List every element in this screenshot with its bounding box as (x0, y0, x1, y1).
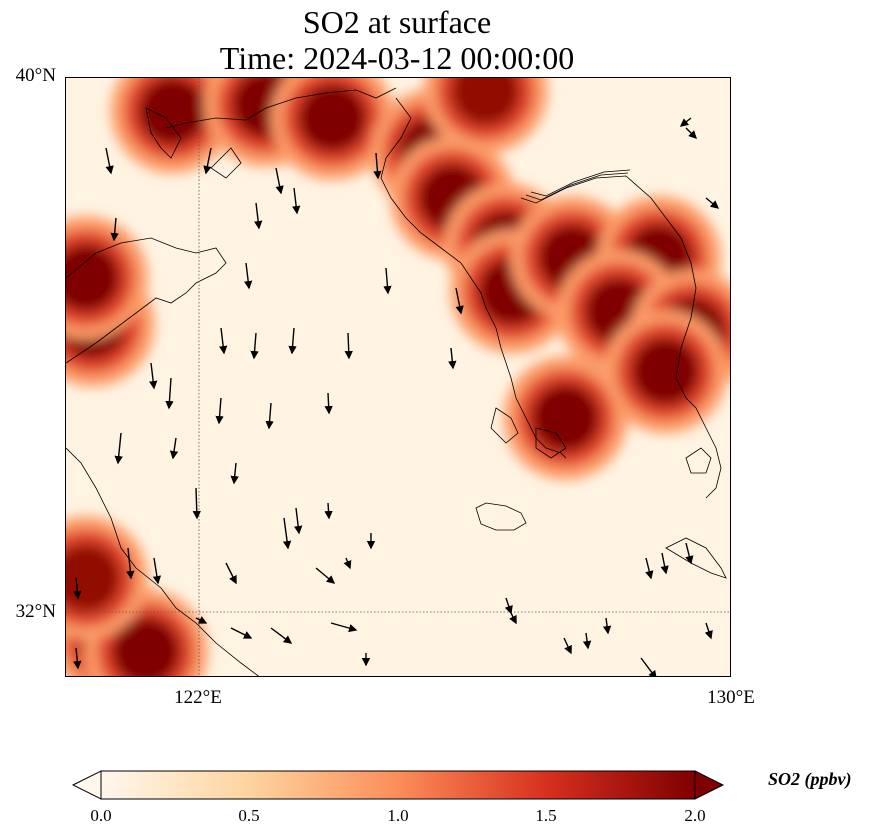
lat-tick-label: 40°N (15, 65, 56, 86)
so2-hotspot (631, 337, 700, 406)
wind-arrow (291, 187, 301, 215)
colorbar-tick: 0.0 (90, 806, 112, 825)
wind-arrow (215, 397, 224, 425)
wind-arrow (704, 622, 713, 640)
wind-arrow (265, 402, 274, 430)
wind-arrow (126, 547, 135, 580)
wind-arrow (148, 362, 158, 390)
wind-arrow (660, 552, 669, 575)
wind-arrow (288, 327, 297, 355)
wind-arrow (230, 462, 239, 485)
wind-arrow (73, 647, 82, 670)
wind-arrow (343, 557, 352, 570)
wind-arrow (169, 437, 179, 460)
so2-hotspot (138, 78, 207, 146)
wind-arrow (225, 562, 237, 585)
wind-arrow (165, 377, 174, 410)
so2-hotspot (451, 78, 520, 126)
colorbar (72, 770, 725, 800)
wind-arrow (203, 147, 212, 175)
so2-hotspot (66, 244, 120, 312)
wind-vectors (73, 117, 720, 676)
wind-arrow (685, 542, 694, 565)
lon-tick-label: 122°E (174, 687, 222, 708)
wind-arrow (330, 622, 358, 633)
wind-arrow (685, 127, 697, 139)
colorbar-tick: 1.0 (387, 806, 409, 825)
wind-arrow (324, 392, 333, 415)
wind-arrow (509, 612, 517, 625)
so2-hotspot (111, 617, 180, 676)
wind-arrow (679, 117, 692, 127)
wind-arrow (114, 432, 123, 465)
colorbar-label: SO2 (ppbv) (768, 769, 852, 789)
wind-arrow (243, 262, 253, 290)
gridlines (66, 78, 730, 676)
so2-hotspot (298, 84, 367, 152)
map-time: Time: 2024-03-12 00:00:00 (219, 40, 575, 76)
wind-arrow (195, 616, 208, 624)
wind-arrow (344, 332, 353, 360)
wind-arrow (373, 152, 382, 180)
wind-arrow (270, 627, 293, 644)
wind-arrow (602, 617, 612, 635)
wind-arrow (250, 332, 259, 360)
wind-arrow (315, 567, 336, 584)
wind-arrow (293, 507, 303, 535)
wind-arrow (275, 167, 284, 195)
wind-arrow (383, 267, 392, 295)
wind-arrow (218, 327, 228, 355)
wind-arrow (105, 147, 114, 175)
colorbar-tick: 1.5 (535, 806, 557, 825)
wind-arrow (282, 517, 292, 550)
so2-field-plot (66, 78, 730, 676)
so2-hotspot (531, 384, 600, 452)
colorbar-tick: 0.5 (238, 806, 260, 825)
coastlines (66, 87, 727, 676)
lon-tick-label: 130°E (707, 687, 755, 708)
wind-arrow (253, 202, 263, 230)
so2-concentration-field (66, 78, 730, 676)
wind-arrow (448, 347, 457, 370)
map-title: SO2 at surface (302, 4, 492, 40)
wind-arrow (455, 287, 464, 315)
wind-arrow (645, 557, 654, 580)
wind-arrow (192, 487, 201, 520)
wind-arrow (504, 597, 513, 615)
wind-arrow (705, 197, 720, 209)
lat-tick-label: 32°N (15, 601, 56, 622)
wind-arrow (152, 557, 162, 585)
wind-arrow (110, 217, 119, 242)
wind-arrow (324, 502, 333, 520)
wind-arrow (230, 627, 253, 639)
so2-map-panel (65, 77, 731, 677)
colorbar-tick: 2.0 (684, 806, 706, 825)
wind-arrow (582, 632, 592, 650)
wind-arrow (73, 577, 82, 600)
wind-arrow (640, 657, 657, 676)
wind-arrow (563, 637, 572, 655)
